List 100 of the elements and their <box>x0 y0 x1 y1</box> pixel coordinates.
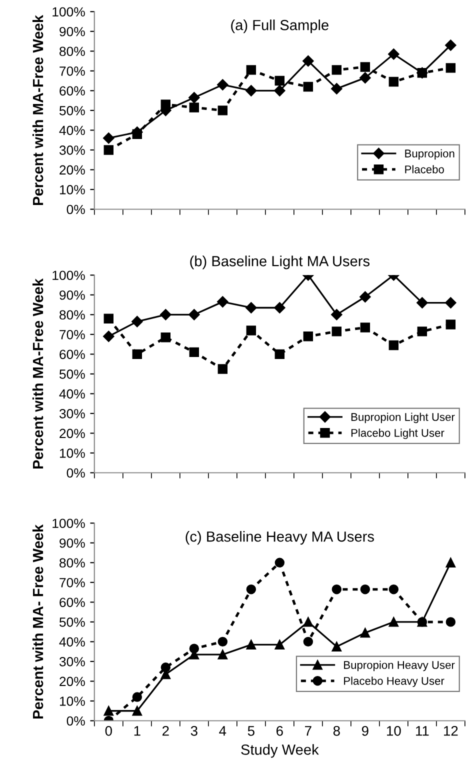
x-tick-label: 0 <box>105 726 112 736</box>
point <box>445 297 456 308</box>
point <box>388 76 399 87</box>
y-tick-label: 0% <box>66 468 85 478</box>
point <box>104 314 114 324</box>
point <box>246 85 257 96</box>
point <box>188 309 200 320</box>
y-tick-label: 20% <box>60 676 85 686</box>
point <box>246 584 256 594</box>
point <box>132 316 143 328</box>
point <box>104 706 114 716</box>
point <box>445 40 456 51</box>
y-tick-label: 90% <box>60 538 85 548</box>
y-tick-label: 70% <box>60 66 85 76</box>
point <box>303 636 314 647</box>
x-tick-label: 8 <box>333 726 340 736</box>
y-tick-label: 100% <box>52 270 85 280</box>
y-tick-label: 40% <box>59 389 85 399</box>
y-tick-label: 0% <box>66 204 85 214</box>
x-tick-label: 9 <box>362 726 368 736</box>
y-axis-title: Percent with MA- Free Week <box>32 524 44 718</box>
point <box>416 297 428 308</box>
y-tick-label: 10% <box>60 185 85 194</box>
x-tick-label: 1 <box>134 726 140 736</box>
y-tick-label: 70% <box>60 330 85 340</box>
y-tick-label: 20% <box>60 165 85 175</box>
point <box>218 106 228 116</box>
point <box>103 330 114 342</box>
legend-label: Placebo <box>405 165 444 174</box>
y-tick-label: 20% <box>60 428 85 438</box>
y-axis-title: Percent with MA-Free Week <box>32 278 44 468</box>
point <box>246 640 256 650</box>
legend-label: Placebo Heavy User <box>344 676 444 688</box>
point <box>160 332 171 342</box>
point <box>274 85 286 96</box>
point <box>103 132 114 144</box>
y-tick-label: 60% <box>60 350 85 360</box>
point <box>160 662 171 672</box>
point <box>388 617 399 627</box>
x-tick-label: 5 <box>248 726 254 736</box>
x-tick-label: 10 <box>387 726 401 736</box>
point <box>189 644 200 654</box>
x-tick-label: 3 <box>190 726 198 736</box>
point <box>218 650 228 660</box>
point <box>332 642 342 652</box>
point <box>446 320 456 330</box>
x-tick-label: 4 <box>219 726 226 736</box>
point <box>160 309 172 320</box>
y-tick-label: 80% <box>60 310 85 320</box>
legend-label: Placebo Light User <box>351 428 444 440</box>
point <box>332 326 342 336</box>
y-tick-label: 80% <box>60 558 85 568</box>
point <box>246 65 256 75</box>
point <box>388 48 400 60</box>
point <box>132 706 142 716</box>
point <box>132 349 142 360</box>
point <box>360 72 371 84</box>
point <box>446 617 456 627</box>
y-axis-title: Percent with MA-Free Week <box>32 14 44 205</box>
legend-label: Bupropion <box>405 149 454 160</box>
y-tick-label: 10% <box>60 448 85 458</box>
point <box>132 129 142 140</box>
x-axis-title: Study Week <box>241 744 319 758</box>
y-tick-label: 50% <box>59 618 85 627</box>
x-tick-label: 2 <box>162 726 169 736</box>
point <box>274 640 285 650</box>
point <box>132 692 142 702</box>
y-tick-label: 60% <box>60 598 85 608</box>
y-tick-label: 60% <box>60 86 85 96</box>
point <box>331 309 342 320</box>
legend-label: Bupropion Heavy User <box>344 660 455 672</box>
point <box>303 82 314 92</box>
legend-label: Bupropion Light User <box>351 412 455 424</box>
y-tick-label: 0% <box>66 716 85 726</box>
point <box>302 55 314 67</box>
point <box>388 584 399 594</box>
y-tick-label: 30% <box>59 146 85 155</box>
point <box>274 76 285 86</box>
point <box>360 291 371 302</box>
y-tick-label: 100% <box>52 518 85 528</box>
y-tick-label: 40% <box>59 126 85 136</box>
y-tick-label: 100% <box>52 7 85 17</box>
point <box>189 347 200 358</box>
point <box>274 349 285 360</box>
point <box>331 83 342 94</box>
point <box>332 65 342 75</box>
y-tick-label: 50% <box>59 106 85 116</box>
x-tick-label: 7 <box>305 726 312 736</box>
y-tick-label: 90% <box>60 290 85 300</box>
point <box>388 340 399 350</box>
x-tick-label: 11 <box>416 726 429 736</box>
point <box>246 326 256 336</box>
point <box>360 62 370 72</box>
point <box>417 326 428 336</box>
point <box>104 145 114 155</box>
text: (c) Baseline Heavy MA Users <box>186 531 374 545</box>
y-tick-label: 10% <box>60 696 85 706</box>
y-tick-label: 50% <box>59 370 85 379</box>
point <box>217 296 228 308</box>
point <box>188 92 200 104</box>
